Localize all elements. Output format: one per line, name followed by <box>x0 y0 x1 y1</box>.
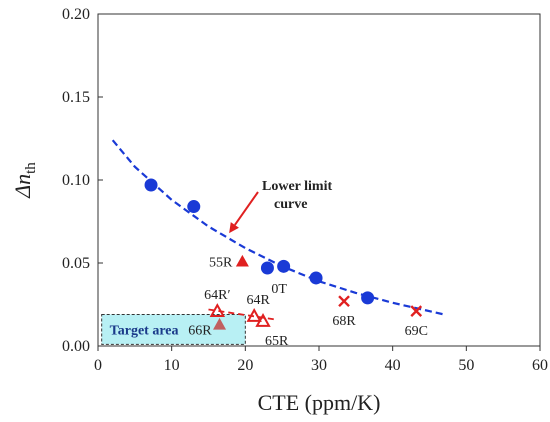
x-tick-label: 0 <box>94 357 102 374</box>
point-label: 69C <box>405 324 428 339</box>
point-label: 64R <box>247 293 271 308</box>
x-tick-label: 20 <box>237 357 253 374</box>
point-label: 64R′ <box>204 288 230 303</box>
open-triangle-point <box>246 308 262 322</box>
target-area-label: Target area <box>110 323 179 338</box>
annotation-arrowhead <box>229 222 239 234</box>
x-tick-label: 40 <box>385 357 401 374</box>
point-labels: 55R 66R 64R′ 64R 65R 68R 69C 0T <box>188 255 428 349</box>
x-tick-label: 50 <box>458 357 474 374</box>
cross-stroke <box>338 295 350 308</box>
data-points <box>144 178 423 330</box>
open-triangle-point <box>255 313 271 327</box>
y-axis-title: Δnth <box>10 162 39 199</box>
open-triangle-point <box>209 303 226 317</box>
circle-point <box>187 200 201 214</box>
circle-point <box>309 271 323 285</box>
annotation-arrow <box>234 191 259 226</box>
x-tick-label: 60 <box>532 357 548 374</box>
circle-point <box>144 178 158 192</box>
cross-point <box>410 305 423 317</box>
cross-stroke <box>410 305 423 317</box>
y-tick-label: 0.20 <box>62 6 90 23</box>
y-tick-label: 0.10 <box>62 172 90 189</box>
point-label: 68R <box>332 314 356 329</box>
y-axis-title-sub: th <box>23 162 39 174</box>
filled-triangle-point <box>213 317 227 330</box>
y-tick-label: 0.05 <box>62 255 90 272</box>
circle-point <box>361 291 375 305</box>
axis-ticks: 0 10 20 30 40 50 60 0.00 0.05 0.10 0.15 0.20 <box>62 6 548 374</box>
x-tick-label: 30 <box>311 357 327 374</box>
circle-point <box>260 261 274 275</box>
y-axis-title-main: Δn <box>10 174 35 199</box>
cross-point <box>338 295 350 308</box>
point-label: 55R <box>209 255 233 270</box>
x-tick-label: 10 <box>164 357 180 374</box>
point-label: 66R <box>188 323 212 338</box>
annotation-line-1: Lower limit <box>262 179 332 194</box>
filled-triangle-point <box>235 254 249 267</box>
point-label: 0T <box>271 282 287 297</box>
y-tick-label: 0.15 <box>62 89 90 106</box>
x-axis-title: CTE (ppm/K) <box>258 390 381 415</box>
annotation: Lower limit curve <box>229 179 332 234</box>
point-label: 65R <box>265 334 289 349</box>
y-tick-label: 0.00 <box>62 338 90 355</box>
annotation-line-2: curve <box>274 197 307 212</box>
circle-point <box>277 259 291 273</box>
